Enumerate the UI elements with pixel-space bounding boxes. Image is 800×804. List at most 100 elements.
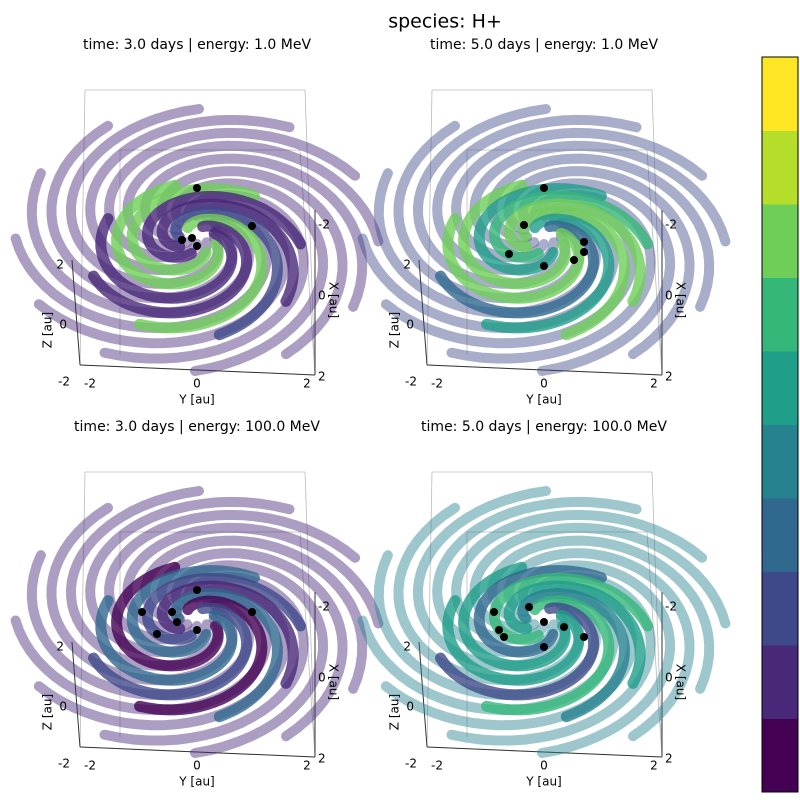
- axis-pane-edge: [646, 531, 663, 758]
- subplot: time: 3.0 days | energy: 100.0 MeV -2 0 2 -2…: [10, 419, 384, 789]
- axis-line: [418, 641, 428, 748]
- source-point: [525, 603, 533, 611]
- source-point: [540, 618, 548, 626]
- spiral-arm: [111, 179, 224, 290]
- axis-line: [426, 364, 663, 376]
- axis-pane-edge: [299, 531, 316, 758]
- source-point: [193, 586, 201, 594]
- spiral-arm: [170, 206, 283, 341]
- colorbar-band: [762, 718, 798, 793]
- spiral-arm: [142, 572, 306, 645]
- source-point: [560, 623, 568, 631]
- spiral-arm: [134, 595, 268, 716]
- subplot: time: 5.0 days | energy: 1.0 MeV -2 0 2 -2 0 2…: [357, 37, 731, 407]
- source-point: [570, 256, 578, 264]
- axis-pane-edge: [299, 149, 316, 376]
- z-axis-label: Z [au]: [388, 312, 402, 348]
- y-tick-label: 0: [193, 759, 201, 773]
- spiral-arm: [134, 213, 268, 334]
- source-point: [580, 238, 588, 246]
- y-axis-label: Y [au]: [525, 393, 561, 407]
- source-point: [540, 643, 548, 651]
- subplot-title: time: 5.0 days | energy: 1.0 MeV: [430, 37, 659, 53]
- y-tick-label: -2: [431, 377, 443, 391]
- axis-pane-edge: [79, 471, 86, 748]
- spiral-arm: [111, 561, 224, 672]
- source-point: [520, 221, 528, 229]
- z-tick-label: 2: [403, 640, 411, 654]
- x-tick-label: -2: [318, 218, 330, 232]
- z-axis-label: Z [au]: [388, 694, 402, 730]
- colorbar-frame: [761, 56, 799, 793]
- z-tick-label: -2: [58, 757, 70, 771]
- source-point: [580, 248, 588, 256]
- x-axis-label: X [au]: [674, 282, 688, 318]
- source-point: [193, 626, 201, 634]
- source-point: [540, 262, 548, 270]
- axis-pane-edge: [651, 471, 663, 758]
- source-point: [505, 250, 513, 258]
- spiral-arm: [142, 190, 306, 263]
- y-tick-label: 0: [193, 377, 201, 391]
- axis-line: [418, 259, 428, 366]
- x-tick-label: 2: [665, 370, 673, 384]
- spiral-arm: [156, 580, 299, 689]
- z-axis-label: Z [au]: [41, 694, 55, 730]
- z-tick-label: 0: [406, 318, 414, 332]
- colorbar-band: [762, 130, 798, 205]
- x-tick-label: 0: [665, 289, 673, 303]
- spiral-arm: [126, 183, 260, 276]
- source-point: [248, 608, 256, 616]
- z-tick-label: 0: [59, 700, 67, 714]
- spiral-arm: [435, 602, 599, 701]
- subplot-title: time: 3.0 days | energy: 1.0 MeV: [83, 37, 312, 53]
- z-tick-label: 0: [406, 700, 414, 714]
- x-axis-label: X [au]: [327, 282, 341, 318]
- source-point: [168, 608, 176, 616]
- source-point: [490, 608, 498, 616]
- z-tick-label: -2: [405, 757, 417, 771]
- spiral-arm: [435, 220, 599, 319]
- source-point: [153, 630, 161, 638]
- spiral-arm: [95, 213, 238, 304]
- source-point: [495, 626, 503, 634]
- spiral-arm: [458, 179, 571, 290]
- spiral-arm: [126, 565, 260, 658]
- axis-line: [79, 746, 316, 758]
- z-tick-label: -2: [58, 375, 70, 389]
- source-point: [178, 236, 186, 244]
- colorbar-band: [762, 645, 798, 719]
- axis-pane-edge: [304, 471, 316, 758]
- x-axis-label: X [au]: [674, 664, 688, 700]
- spiral-arm: [473, 183, 607, 276]
- axis-pane-edge: [426, 471, 433, 748]
- source-point: [580, 633, 588, 641]
- source-point: [248, 222, 256, 230]
- spiral-arm: [458, 561, 571, 672]
- colorbar-band: [762, 351, 798, 425]
- axis-pane-edge: [304, 89, 316, 376]
- spiral-arm: [481, 595, 615, 716]
- axis-line: [71, 259, 81, 366]
- x-tick-label: 0: [318, 671, 326, 685]
- z-tick-label: 2: [56, 640, 64, 654]
- colorbar-band: [762, 277, 798, 352]
- y-axis-label: Y [au]: [178, 775, 214, 789]
- source-point: [193, 184, 201, 192]
- x-tick-label: -2: [665, 218, 677, 232]
- axis-pane-edge: [79, 89, 86, 366]
- subplot-title: time: 3.0 days | energy: 100.0 MeV: [74, 419, 320, 435]
- colorbar-band: [762, 57, 798, 131]
- y-tick-label: -2: [431, 759, 443, 773]
- subplot: time: 3.0 days | energy: 1.0 MeV -2 0 2 -2 0 2…: [10, 37, 384, 407]
- spiral-arm: [489, 190, 653, 263]
- y-axis-label: Y [au]: [525, 775, 561, 789]
- spiral-arm: [156, 198, 299, 307]
- axis-pane-edge: [646, 149, 663, 376]
- source-point: [138, 608, 146, 616]
- spiral-arm: [442, 213, 585, 304]
- x-tick-label: -2: [318, 600, 330, 614]
- axis-pane-edge: [426, 89, 433, 366]
- colorbar-band: [762, 571, 798, 646]
